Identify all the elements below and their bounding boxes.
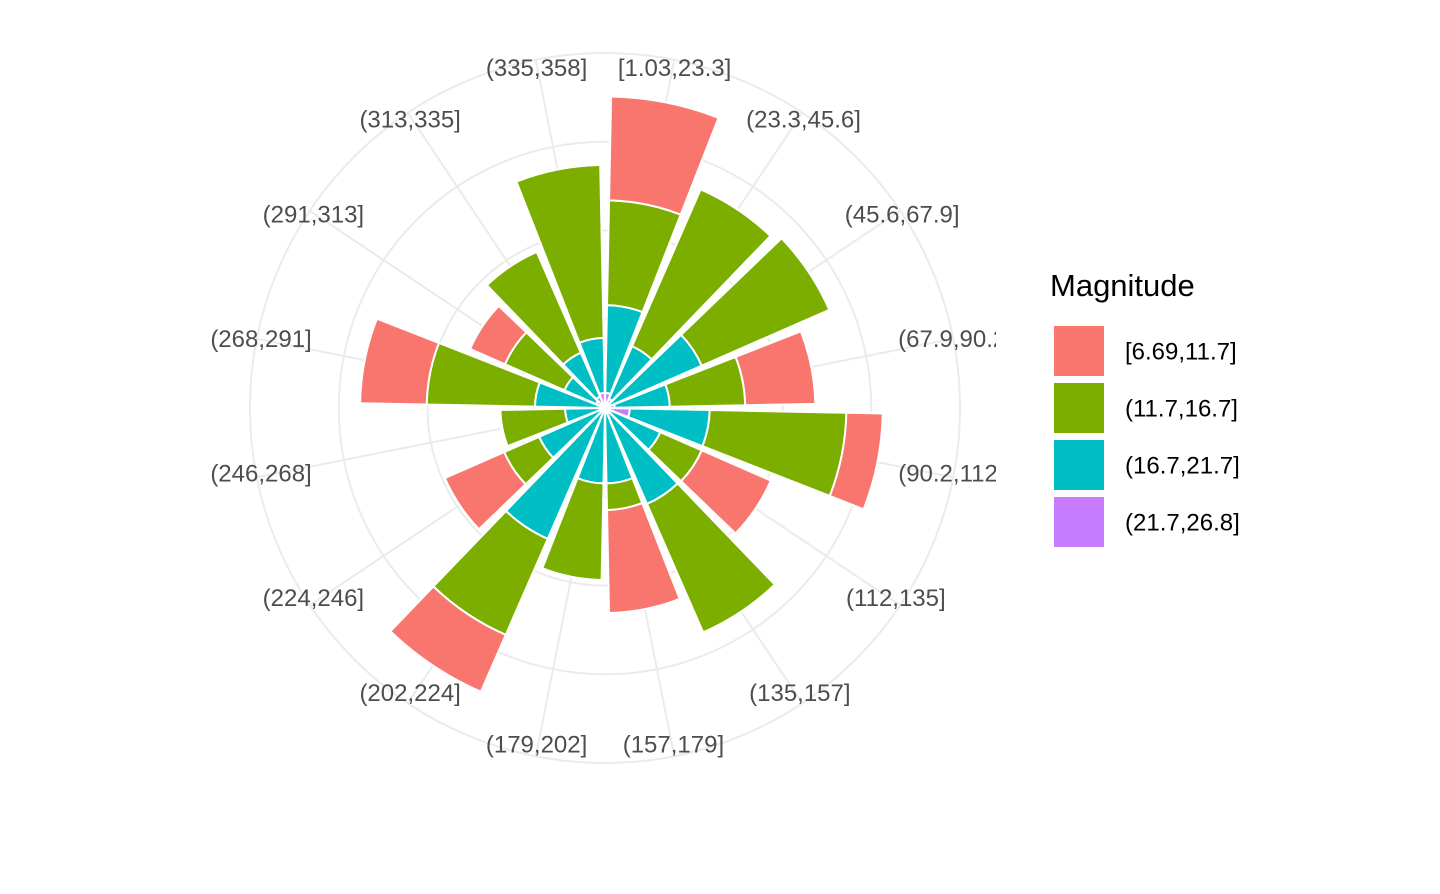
angle-label: (268,291] [210,326,311,353]
legend-label: [6.69,11.7] [1125,338,1237,365]
angle-label: (90.2,112] [898,461,1004,488]
bar-segment [486,250,538,286]
angle-label: (135,157] [749,680,850,707]
bar-segment [679,449,773,535]
bars [359,95,884,694]
angle-label: [1.03,23.3] [618,55,731,82]
bar-segment [700,188,772,237]
angle-label: (67.9,90.2] [898,326,1013,353]
legend-key [1054,383,1104,433]
legend: Magnitude [6.69,11.7] (11.7,16.7] (16.7,21… [1050,268,1240,547]
bar-segment [608,95,720,216]
grid-circle [426,229,784,587]
angle-label: (23.3,45.6] [746,106,861,133]
angle-label: (291,313] [263,202,364,229]
legend-label: (21.7,26.8] [1125,509,1240,536]
angle-label: (179,202] [486,732,587,759]
grid-circle [337,140,873,676]
angle-label: (202,224] [359,680,460,707]
angle-labels: [1.03,23.3] (23.3,45.6] (45.6,67.9] (67.9,9… [210,55,1013,759]
bar-segment [468,304,528,366]
angle-label: (224,246] [263,585,364,612]
angle-label: (246,268] [210,461,311,488]
bar-segment [605,501,682,614]
grid-circle [249,52,961,764]
bar-segment [359,317,441,406]
legend-label: (11.7,16.7] [1125,395,1238,422]
angle-label: (157,179] [623,732,724,759]
angle-label: (335,358] [486,55,587,82]
legend-key [1054,440,1104,490]
legend-key [1054,497,1104,547]
grid-circle [515,318,695,498]
bar-segment [443,450,528,531]
angle-label: (112,135] [846,585,946,612]
legend-title: Magnitude [1050,268,1195,303]
legend-label: (16.7,21.7] [1125,452,1240,479]
bar-segment [828,411,884,511]
bar-segment [388,585,508,694]
angle-label: (313,335] [359,106,460,133]
legend-key [1054,326,1104,376]
bar-segment [734,330,817,407]
angle-label: (45.6,67.9] [845,202,960,229]
